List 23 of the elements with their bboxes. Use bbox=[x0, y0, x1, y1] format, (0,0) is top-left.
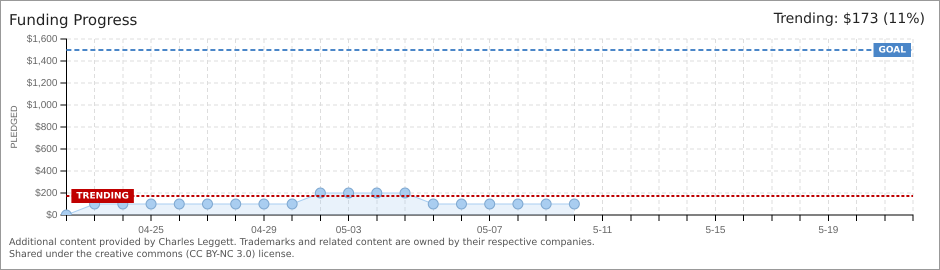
x-tick-label: 5-19 bbox=[818, 224, 839, 236]
y-axis-title: PLEDGED bbox=[8, 104, 19, 149]
y-tick-label: $1,400 bbox=[26, 56, 58, 67]
y-tick-label: $1,000 bbox=[26, 100, 58, 111]
ref-line-label: TRENDING bbox=[76, 191, 129, 202]
y-tick-label: $800 bbox=[35, 122, 58, 133]
x-tick-label: 04-25 bbox=[138, 224, 164, 236]
ref-line-label: GOAL bbox=[878, 45, 906, 56]
y-tick-label: $0 bbox=[46, 210, 58, 221]
y-tick-label: $200 bbox=[35, 188, 58, 199]
x-tick-label: 5-15 bbox=[705, 224, 726, 236]
y-tick-label: $400 bbox=[35, 166, 58, 177]
x-tick-label: 5-11 bbox=[592, 224, 613, 236]
x-tick-label: 05-03 bbox=[336, 224, 362, 236]
x-tick-label: 04-29 bbox=[251, 224, 278, 236]
y-tick-label: $1,200 bbox=[26, 78, 58, 89]
y-tick-label: $1,600 bbox=[26, 34, 58, 45]
text: Shared under the creative commons (CC BY-NC 3.0) license. bbox=[9, 249, 295, 260]
x-tick-label: 05-07 bbox=[476, 224, 503, 236]
chart-title: Funding Progress bbox=[9, 11, 138, 29]
text: Trending: $173 (11%) bbox=[774, 11, 925, 27]
y-tick-label: $600 bbox=[35, 144, 58, 155]
text: Additional content provided by Charles Leggett. Trademarks and related content are owned by their respective companies. bbox=[9, 237, 595, 248]
